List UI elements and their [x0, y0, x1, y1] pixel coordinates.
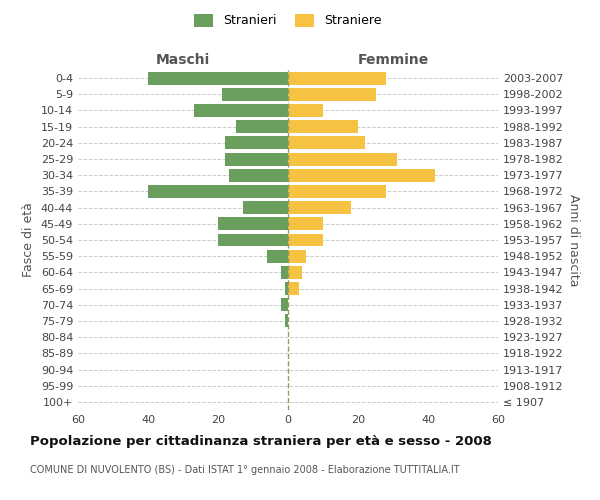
- Y-axis label: Fasce di età: Fasce di età: [22, 202, 35, 278]
- Bar: [288, 282, 299, 295]
- Bar: [284, 282, 288, 295]
- Bar: [288, 218, 323, 230]
- Bar: [193, 104, 288, 117]
- Bar: [288, 88, 376, 101]
- Bar: [242, 201, 288, 214]
- Bar: [221, 88, 288, 101]
- Bar: [284, 314, 288, 328]
- Bar: [225, 152, 288, 166]
- Bar: [288, 201, 351, 214]
- Bar: [288, 72, 386, 85]
- Bar: [235, 120, 288, 133]
- Bar: [148, 72, 288, 85]
- Bar: [281, 266, 288, 279]
- Y-axis label: Anni di nascita: Anni di nascita: [567, 194, 580, 286]
- Legend: Stranieri, Straniere: Stranieri, Straniere: [190, 8, 386, 32]
- Bar: [148, 185, 288, 198]
- Text: Popolazione per cittadinanza straniera per età e sesso - 2008: Popolazione per cittadinanza straniera p…: [30, 435, 492, 448]
- Bar: [225, 136, 288, 149]
- Bar: [288, 169, 435, 181]
- Bar: [288, 250, 305, 262]
- Bar: [288, 152, 397, 166]
- Bar: [288, 266, 302, 279]
- Bar: [218, 234, 288, 246]
- Bar: [229, 169, 288, 181]
- Bar: [288, 120, 358, 133]
- Text: Femmine: Femmine: [358, 53, 428, 67]
- Bar: [288, 136, 365, 149]
- Bar: [267, 250, 288, 262]
- Bar: [218, 218, 288, 230]
- Bar: [288, 104, 323, 117]
- Text: COMUNE DI NUVOLENTO (BS) - Dati ISTAT 1° gennaio 2008 - Elaborazione TUTTITALIA.: COMUNE DI NUVOLENTO (BS) - Dati ISTAT 1°…: [30, 465, 460, 475]
- Text: Maschi: Maschi: [156, 53, 210, 67]
- Bar: [288, 185, 386, 198]
- Bar: [281, 298, 288, 311]
- Bar: [288, 234, 323, 246]
